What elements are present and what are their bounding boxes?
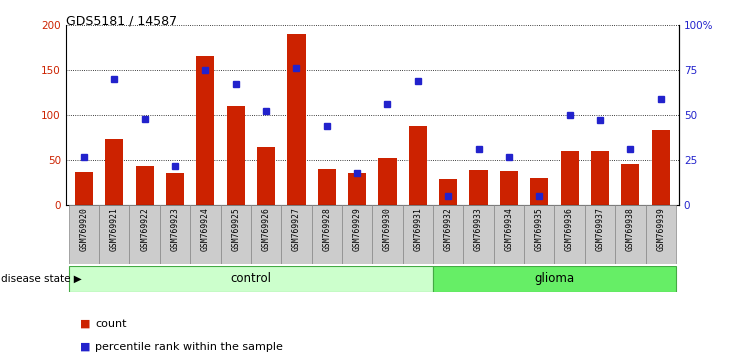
Text: GSM769921: GSM769921 xyxy=(110,207,119,251)
Bar xyxy=(226,106,245,205)
Bar xyxy=(561,151,579,205)
Text: GSM769933: GSM769933 xyxy=(474,207,483,251)
Text: GSM769923: GSM769923 xyxy=(171,207,180,251)
Text: ■: ■ xyxy=(80,319,91,329)
Bar xyxy=(105,139,123,205)
Bar xyxy=(257,147,275,205)
Bar xyxy=(469,170,488,205)
Bar xyxy=(403,205,433,264)
Bar xyxy=(190,205,220,264)
Text: GSM769930: GSM769930 xyxy=(383,207,392,251)
Bar xyxy=(500,171,518,205)
Bar xyxy=(74,172,93,205)
Bar xyxy=(530,178,548,205)
Text: GSM769927: GSM769927 xyxy=(292,207,301,251)
Bar xyxy=(99,205,129,264)
Bar xyxy=(281,205,312,264)
Bar xyxy=(220,205,251,264)
Bar xyxy=(288,34,306,205)
Text: count: count xyxy=(95,319,126,329)
Text: GDS5181 / 14587: GDS5181 / 14587 xyxy=(66,14,177,27)
Text: GSM769929: GSM769929 xyxy=(353,207,361,251)
Text: GSM769935: GSM769935 xyxy=(535,207,544,251)
Text: GSM769934: GSM769934 xyxy=(504,207,513,251)
Bar xyxy=(348,173,366,205)
Bar xyxy=(136,166,154,205)
Bar xyxy=(166,173,184,205)
Bar xyxy=(433,205,464,264)
Bar xyxy=(69,205,99,264)
Text: GSM769936: GSM769936 xyxy=(565,207,574,251)
Text: percentile rank within the sample: percentile rank within the sample xyxy=(95,342,283,352)
Bar xyxy=(409,126,427,205)
Bar xyxy=(652,130,670,205)
Bar xyxy=(621,164,639,205)
Bar xyxy=(318,169,336,205)
Bar xyxy=(555,205,585,264)
Bar xyxy=(372,205,403,264)
Bar xyxy=(615,205,645,264)
Bar xyxy=(160,205,190,264)
Text: GSM769931: GSM769931 xyxy=(413,207,423,251)
Bar xyxy=(251,205,281,264)
Bar xyxy=(493,205,524,264)
Text: GSM769920: GSM769920 xyxy=(80,207,88,251)
Bar xyxy=(585,205,615,264)
Text: GSM769922: GSM769922 xyxy=(140,207,149,251)
Bar xyxy=(464,205,493,264)
Text: GSM769938: GSM769938 xyxy=(626,207,635,251)
Bar xyxy=(378,158,396,205)
Bar xyxy=(591,151,609,205)
Bar xyxy=(645,205,676,264)
Text: disease state ▶: disease state ▶ xyxy=(1,274,82,284)
Bar xyxy=(342,205,372,264)
Bar xyxy=(69,266,433,292)
Bar xyxy=(439,179,457,205)
Bar xyxy=(524,205,555,264)
Text: ■: ■ xyxy=(80,342,91,352)
Bar xyxy=(196,56,215,205)
Text: GSM769925: GSM769925 xyxy=(231,207,240,251)
Text: GSM769928: GSM769928 xyxy=(322,207,331,251)
Text: GSM769926: GSM769926 xyxy=(261,207,271,251)
Text: GSM769924: GSM769924 xyxy=(201,207,210,251)
Text: glioma: glioma xyxy=(534,272,575,285)
Bar xyxy=(312,205,342,264)
Text: GSM769939: GSM769939 xyxy=(656,207,665,251)
Text: GSM769937: GSM769937 xyxy=(596,207,604,251)
Text: GSM769932: GSM769932 xyxy=(444,207,453,251)
Text: control: control xyxy=(231,272,272,285)
Bar xyxy=(433,266,676,292)
Bar xyxy=(129,205,160,264)
